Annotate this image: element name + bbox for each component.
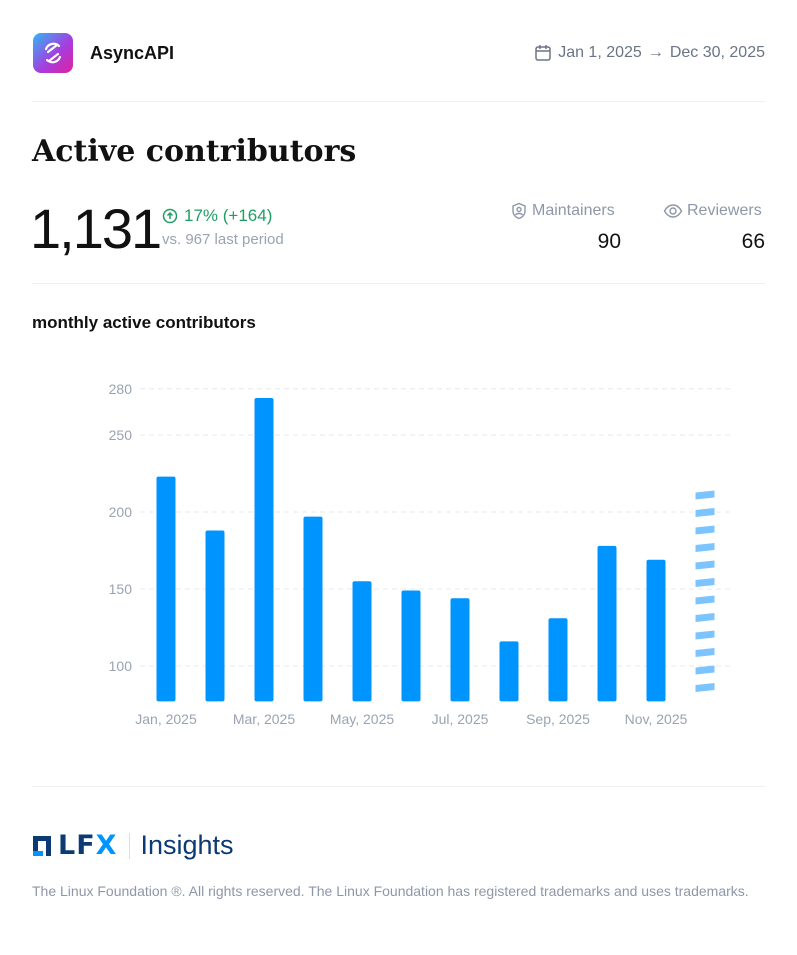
bar-partial-segment: [695, 665, 715, 675]
bar-partial-segment: [695, 682, 715, 692]
asyncapi-logo-icon: [44, 42, 62, 64]
bar: [205, 530, 225, 702]
divider: [32, 101, 765, 102]
bar: [548, 618, 568, 702]
bar-partial: [695, 490, 715, 692]
x-tick-label: Nov, 2025: [625, 711, 688, 727]
date-range[interactable]: Jan 1, 2025 → Dec 30, 2025: [534, 44, 765, 62]
brand-name: LFX: [58, 829, 118, 861]
bar-partial-segment: [695, 647, 715, 657]
bar: [303, 516, 323, 702]
bar: [597, 545, 617, 702]
y-tick-label: 250: [109, 427, 133, 443]
copyright-text: The Linux Foundation ®. All rights reser…: [32, 883, 749, 899]
lfx-mark-icon: [33, 835, 51, 856]
bar-partial-segment: [695, 542, 715, 552]
bar: [401, 590, 421, 702]
arrow-right-icon: →: [647, 44, 664, 61]
x-tick-label: Sep, 2025: [526, 711, 590, 727]
bar: [499, 641, 519, 702]
eye-icon: [663, 204, 683, 218]
y-tick-label: 100: [109, 658, 133, 674]
divider: [32, 786, 765, 787]
bar-partial-segment: [695, 577, 715, 587]
bar-partial-segment: [695, 490, 715, 500]
y-tick-label: 200: [109, 504, 133, 520]
x-tick-label: Jan, 2025: [135, 711, 197, 727]
bar-partial-segment: [695, 595, 715, 605]
bar: [254, 398, 274, 702]
reviewers-value: 66: [741, 230, 765, 253]
reviewers-text: Reviewers: [687, 202, 762, 219]
project-name: AsyncAPI: [90, 43, 175, 63]
bar: [156, 476, 176, 702]
project-logo: [33, 33, 73, 73]
y-tick-label: 280: [109, 381, 133, 397]
bar: [450, 598, 470, 702]
change-value: 17% (+164): [184, 206, 273, 225]
reviewers-label: Reviewers: [663, 202, 762, 220]
bar: [352, 581, 372, 702]
page-title: Active contributors: [32, 134, 357, 169]
bar-partial-segment: [695, 630, 715, 640]
lfx-insights-logo: LFX Insights: [32, 830, 234, 861]
bar-partial-segment: [695, 507, 715, 517]
logo-divider: [129, 832, 131, 859]
maintainers-value: 90: [597, 230, 621, 253]
date-start: Jan 1, 2025: [558, 44, 642, 61]
change-badge: 17% (+164): [162, 206, 272, 226]
comparison-text: vs. 967 last period: [162, 231, 284, 248]
bar: [646, 559, 666, 702]
maintainers-text: Maintainers: [532, 202, 615, 219]
x-tick-label: Mar, 2025: [233, 711, 295, 727]
calendar-icon: [535, 45, 551, 61]
x-tick-label: May, 2025: [330, 711, 395, 727]
y-tick-label: 150: [109, 581, 133, 597]
total-value: 1,131: [30, 197, 162, 260]
brand-product: Insights: [140, 830, 234, 860]
maintainers-label: Maintainers: [510, 202, 615, 220]
chart-title: monthly active contributors: [32, 313, 256, 332]
divider: [32, 283, 765, 284]
shield-user-icon: [512, 202, 526, 220]
bar-partial-segment: [695, 560, 715, 570]
bar-partial-segment: [695, 525, 715, 535]
date-end: Dec 30, 2025: [669, 44, 765, 61]
bar-partial-segment: [695, 612, 715, 622]
arrow-up-circle-icon: [162, 208, 178, 224]
x-tick-label: Jul, 2025: [432, 711, 489, 727]
bar-chart: 100 150 200 250 280 Jan, 2025 Mar, 2025 May, 20…: [109, 381, 732, 727]
